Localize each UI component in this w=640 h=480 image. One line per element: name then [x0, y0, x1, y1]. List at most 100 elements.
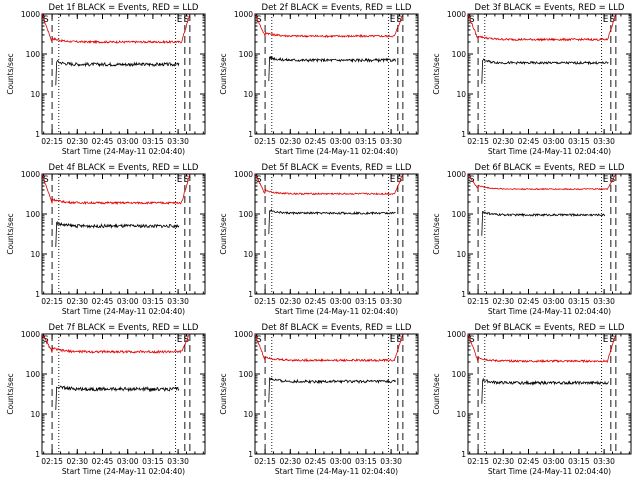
x-tick-label: 03:30	[593, 457, 615, 466]
chart-panel-4: Det 4f BLACK = Events, RED = LLD 1 10 100 10…	[6, 163, 206, 316]
series-lld-line	[467, 174, 616, 191]
marker-e: E	[603, 175, 609, 185]
x-tick-label: 03:15	[568, 297, 590, 306]
series-lld-line	[467, 13, 616, 42]
chart-title: Det 9f BLACK = Events, RED = LLD	[475, 323, 625, 333]
series-events-line	[268, 377, 396, 403]
y-tick-label: 100	[26, 370, 41, 379]
x-tick-label: 03:30	[380, 297, 402, 306]
x-axis-label: Start Time (24-May-11 02:04:40)	[275, 307, 398, 316]
y-tick-label: 1	[35, 130, 40, 139]
marker-e: E	[177, 335, 183, 345]
x-tick-label: 02:30	[492, 457, 514, 466]
y-tick-label: 1000	[447, 330, 466, 339]
marker-s: S	[610, 15, 616, 25]
series-events-line	[481, 377, 609, 404]
x-tick-label: 02:45	[92, 137, 114, 146]
y-axis-label: Counts/sec	[6, 373, 15, 414]
plot-frame	[41, 333, 206, 455]
marker-s: S	[397, 335, 403, 345]
marker-s: S	[184, 15, 190, 25]
marker-e: E	[390, 335, 396, 345]
x-tick-label: 02:30	[66, 297, 88, 306]
y-tick-label: 10	[30, 410, 40, 419]
y-tick-label: 10	[30, 90, 40, 99]
y-tick-label: 100	[452, 370, 467, 379]
series-events-line	[268, 208, 396, 235]
y-tick-label: 1	[248, 290, 253, 299]
x-tick-label: 03:30	[167, 457, 189, 466]
x-axis-label: Start Time (24-May-11 02:04:40)	[62, 467, 185, 476]
marker-s: S	[256, 15, 262, 25]
marker-s: S	[397, 175, 403, 185]
y-axis-label: Counts/sec	[219, 213, 228, 254]
plot-frame	[467, 173, 632, 295]
y-tick-label: 1000	[447, 10, 466, 19]
plot-frame	[467, 13, 632, 135]
y-axis-label: Counts/sec	[6, 213, 15, 254]
y-tick-label: 1000	[21, 170, 40, 179]
x-tick-label: 02:45	[518, 137, 540, 146]
series-events-line	[55, 385, 180, 411]
plot-frame	[254, 173, 419, 295]
chart-panel-6: Det 6f BLACK = Events, RED = LLD 1 10 100 10…	[432, 163, 632, 316]
y-tick-label: 10	[243, 410, 253, 419]
y-tick-label: 1	[248, 450, 253, 459]
x-tick-label: 03:15	[355, 297, 377, 306]
chart-panel-8: Det 8f BLACK = Events, RED = LLD 1 10 100 10…	[219, 323, 419, 476]
x-axis-label: Start Time (24-May-11 02:04:40)	[488, 307, 611, 316]
marker-e: E	[390, 15, 396, 25]
chart-title: Det 6f BLACK = Events, RED = LLD	[475, 163, 625, 173]
x-axis-label: Start Time (24-May-11 02:04:40)	[488, 467, 611, 476]
y-tick-label: 10	[456, 90, 466, 99]
marker-e: E	[603, 15, 609, 25]
marker-e: E	[177, 15, 183, 25]
x-axis-label: Start Time (24-May-11 02:04:40)	[275, 467, 398, 476]
plot-frame	[41, 13, 206, 135]
marker-e: E	[390, 175, 396, 185]
x-tick-label: 03:00	[330, 297, 352, 306]
y-tick-label: 100	[239, 50, 254, 59]
series-events-line	[55, 59, 180, 86]
y-tick-label: 10	[456, 410, 466, 419]
y-tick-label: 10	[30, 250, 40, 259]
series-lld-line	[254, 14, 403, 39]
y-tick-label: 100	[239, 210, 254, 219]
y-axis-label: Counts/sec	[219, 373, 228, 414]
series-lld-line	[41, 173, 190, 206]
x-tick-label: 02:45	[92, 297, 114, 306]
x-tick-label: 02:15	[41, 297, 63, 306]
x-tick-label: 02:15	[254, 457, 276, 466]
x-tick-label: 02:30	[279, 457, 301, 466]
y-tick-label: 10	[456, 250, 466, 259]
x-tick-label: 02:45	[518, 297, 540, 306]
x-axis-label: Start Time (24-May-11 02:04:40)	[62, 147, 185, 156]
chart-title: Det 2f BLACK = Events, RED = LLD	[262, 3, 412, 13]
plot-frame	[254, 13, 419, 135]
x-tick-label: 02:15	[467, 137, 489, 146]
y-tick-label: 1	[461, 130, 466, 139]
y-tick-label: 100	[239, 370, 254, 379]
x-tick-label: 02:30	[66, 137, 88, 146]
x-tick-label: 03:15	[142, 297, 164, 306]
x-tick-label: 02:30	[66, 457, 88, 466]
x-tick-label: 02:45	[305, 297, 327, 306]
x-tick-label: 03:00	[330, 457, 352, 466]
x-tick-label: 03:00	[330, 137, 352, 146]
x-tick-label: 03:15	[142, 457, 164, 466]
marker-s: S	[397, 15, 403, 25]
y-tick-label: 1000	[234, 170, 253, 179]
x-tick-label: 03:30	[593, 297, 615, 306]
x-tick-label: 03:30	[167, 297, 189, 306]
y-tick-label: 100	[452, 50, 467, 59]
marker-s: S	[184, 335, 190, 345]
series-events-line	[481, 211, 606, 236]
marker-s: S	[256, 175, 262, 185]
y-tick-label: 1	[35, 290, 40, 299]
chart-title: Det 4f BLACK = Events, RED = LLD	[49, 163, 199, 173]
x-tick-label: 03:15	[355, 137, 377, 146]
x-tick-label: 03:00	[117, 137, 139, 146]
y-tick-label: 1000	[21, 10, 40, 19]
y-tick-label: 1	[461, 290, 466, 299]
chart-panel-9: Det 9f BLACK = Events, RED = LLD 1 10 100 10…	[432, 323, 632, 476]
